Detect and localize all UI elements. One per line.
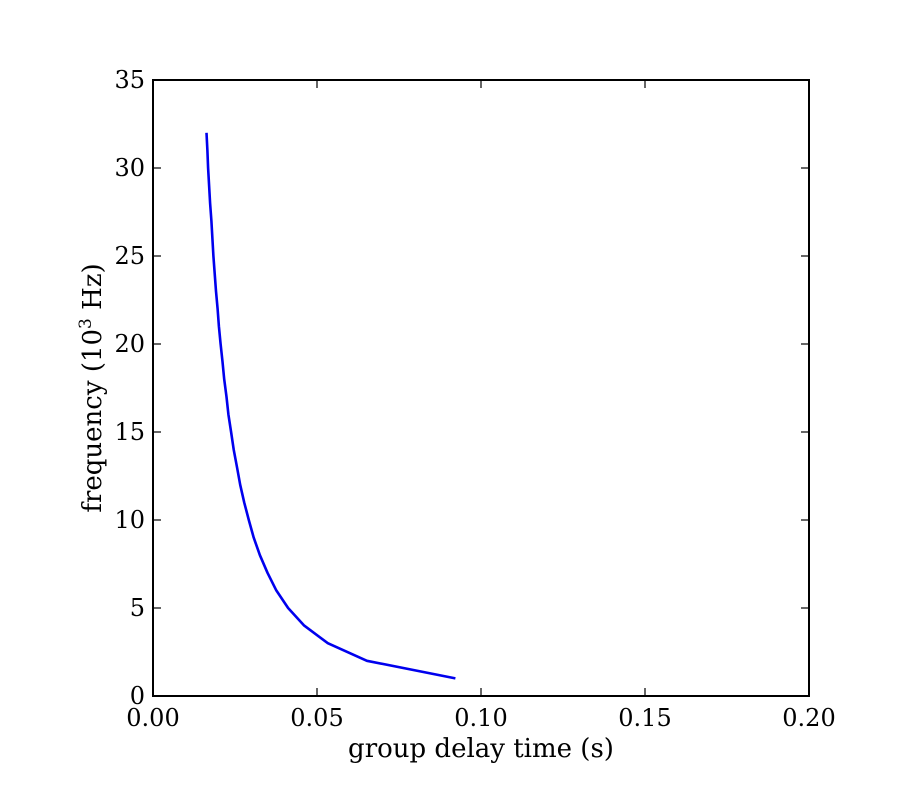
y-tick-label: 5 [130, 594, 145, 622]
y-axis-label-suffix: Hz) [78, 263, 108, 318]
y-tick-label: 20 [114, 330, 145, 358]
y-tick-label: 30 [114, 154, 145, 182]
y-axis-label-exponent: 3 [76, 318, 96, 329]
x-tick-label: 0.05 [290, 704, 343, 732]
x-tick-label: 0.00 [126, 704, 179, 732]
y-tick-label: 25 [114, 242, 145, 270]
tick-labels: 0.00 0.05 0.10 0.15 0.20 0 5 10 15 20 25 30 35 [114, 66, 835, 732]
y-tick-label: 35 [114, 66, 145, 94]
y-tick-label: 15 [114, 418, 145, 446]
y-tick-label: 0 [130, 682, 145, 710]
y-tick-label: 10 [114, 506, 145, 534]
axes-frame [152, 79, 810, 697]
x-tick-label: 0.15 [618, 704, 671, 732]
x-tick-label: 0.10 [454, 704, 507, 732]
series-line [205, 132, 456, 680]
y-axis-label-prefix: frequency (10 [78, 329, 108, 513]
y-axis-label: frequency (103 Hz) [76, 263, 108, 512]
x-axis-label: group delay time (s) [348, 734, 614, 764]
plot-area [205, 132, 456, 680]
x-tick-label: 0.20 [782, 704, 835, 732]
